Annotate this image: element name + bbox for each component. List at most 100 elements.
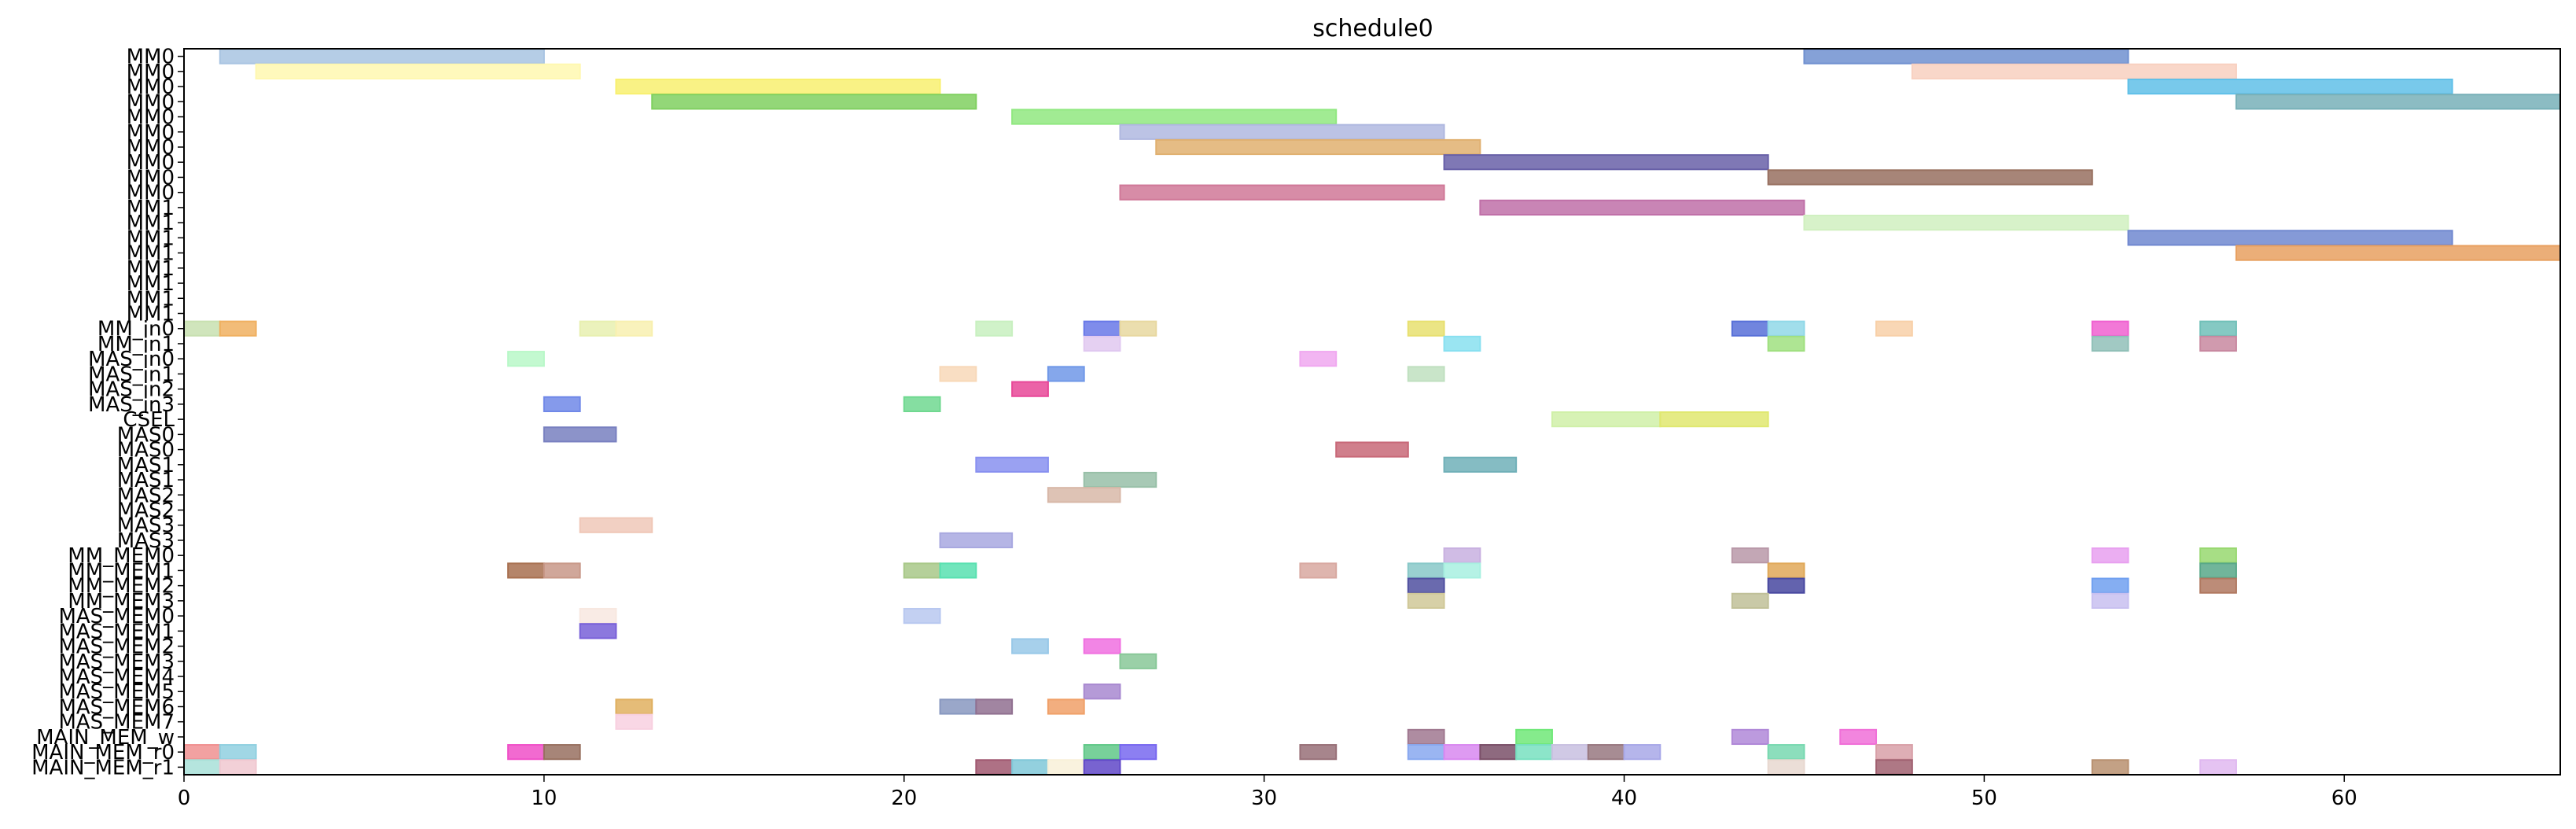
task-bar-MM_in0-44-45	[1767, 320, 1805, 337]
task-bar-MAIN_MEM_w-46-47	[1839, 728, 1878, 746]
task-bar-MAIN_MEM_r1-22-23	[975, 759, 1014, 776]
y-tick-label: MAS_MEM2	[58, 636, 175, 659]
y-tick-label: MAS_in1	[88, 363, 175, 386]
task-bar-MAS_in3-20-21	[903, 396, 941, 413]
task-bar-MAIN_MEM_w-37-38	[1515, 728, 1553, 746]
task-bar-MM_in0-34-35	[1407, 320, 1445, 337]
y-tick-label: MM0	[127, 76, 175, 99]
task-bar-MM_in0-11-12	[579, 320, 617, 337]
task-bar-MAS_in1-21-22	[939, 366, 977, 382]
task-bar-MM_in0-47-48	[1875, 320, 1913, 337]
task-bar-MM1-45-54	[1803, 215, 2129, 231]
y-tick-label: MM1	[127, 303, 175, 326]
y-tick-label: MAIN_MEM_w	[36, 726, 175, 750]
y-tick-label: MAS0	[117, 439, 175, 462]
task-bar-MM_in1-56-57	[2199, 335, 2237, 352]
y-tick-label: MAS1	[117, 454, 175, 477]
task-bar-MM_in1-44-45	[1767, 335, 1805, 352]
task-bar-MAS_MEM5-25-26	[1083, 683, 1121, 700]
task-bar-MM_MEM1-21-22	[939, 562, 977, 579]
task-bar-MAS_MEM0-11-12	[579, 607, 617, 625]
task-bars	[183, 48, 2562, 776]
task-bar-MM_MEM3-34-35	[1407, 592, 1445, 609]
task-bar-MAS0-10-12	[543, 426, 617, 443]
task-bar-MAIN_MEM_r0-35-36	[1443, 744, 1481, 761]
task-bar-MAS_MEM2-25-26	[1083, 638, 1121, 654]
task-bar-MAIN_MEM_r1-25-26	[1083, 759, 1121, 776]
task-bar-MAIN_MEM_r0-44-45	[1767, 744, 1805, 761]
task-bar-MM_MEM1-35-36	[1443, 562, 1481, 579]
task-bar-MAIN_MEM_r1-56-57	[2199, 759, 2237, 776]
task-bar-MAS_in0-9-10	[507, 351, 545, 367]
task-bar-MM0-26-35	[1119, 184, 1445, 201]
x-tick-label: 50	[1971, 787, 1997, 810]
y-tick-label: MM_in0	[98, 318, 175, 341]
task-bar-MM0-2-11	[255, 63, 581, 79]
y-tick-label: MAS_MEM0	[58, 605, 175, 628]
task-bar-MM0-23-32	[1011, 109, 1338, 125]
task-bar-MM0-27-36	[1155, 138, 1481, 156]
y-tick-label: MM0	[127, 61, 175, 84]
task-bar-MAIN_MEM_r1-23-24	[1011, 759, 1049, 776]
task-bar-MM0-35-44	[1443, 154, 1769, 171]
task-bar-MAS_MEM6-21-22	[939, 698, 977, 715]
task-bar-MAS2-24-26	[1047, 487, 1121, 503]
task-bar-MAS3-21-23	[939, 532, 1014, 549]
task-bar-MAIN_MEM_r1-47-48	[1875, 759, 1913, 776]
y-tick-label: MAS1	[117, 469, 175, 492]
task-bar-MAIN_MEM_r0-37-38	[1515, 744, 1553, 761]
y-tick-label: MM1	[127, 197, 175, 220]
y-tick-label: MAS_in0	[88, 348, 175, 371]
y-tick-label: MM1	[127, 212, 175, 235]
task-bar-MM_in0-25-26	[1083, 320, 1121, 337]
task-bar-MAS0-32-34	[1335, 441, 1409, 458]
task-bar-MAIN_MEM_r0-34-35	[1407, 744, 1445, 761]
y-tick-label: MAS_in2	[88, 378, 175, 402]
task-bar-MM0-1-10	[219, 48, 545, 64]
task-bar-MAIN_MEM_r0-0-1	[183, 744, 221, 761]
task-bar-MAIN_MEM_r0-31-32	[1299, 744, 1338, 761]
task-bar-MAIN_MEM_r0-40-41	[1623, 744, 1662, 761]
task-bar-MAS_in1-24-25	[1047, 366, 1085, 382]
task-bar-MM_MEM2-53-54	[2091, 577, 2129, 594]
task-bar-MAIN_MEM_w-43-44	[1731, 728, 1769, 746]
task-bar-MM_in0-26-27	[1119, 320, 1157, 337]
task-bar-MAS_MEM6-24-25	[1047, 698, 1085, 715]
y-tick-label: MM_MEM0	[68, 544, 175, 568]
task-bar-MAIN_MEM_r0-9-10	[507, 744, 545, 761]
y-tick-label: MM0	[127, 121, 175, 145]
y-tick-label: CSEL	[123, 408, 175, 432]
task-bar-MAIN_MEM_r1-0-1	[183, 759, 221, 776]
y-tick-label: MAS_MEM5	[58, 680, 175, 704]
x-tick-label: 10	[531, 787, 557, 810]
task-bar-MAS_in1-34-35	[1407, 366, 1445, 382]
y-tick-label: MAS0	[117, 423, 175, 447]
task-bar-MM_in0-43-44	[1731, 320, 1769, 337]
y-tick-label: MM0	[127, 106, 175, 130]
task-bar-MM_in0-0-1	[183, 320, 221, 337]
chart-title: schedule0	[1312, 15, 1433, 42]
task-bar-MM_MEM0-56-57	[2199, 547, 2237, 564]
task-bar-MM_MEM1-9-10	[507, 562, 545, 579]
y-tick-label: MM1	[127, 287, 175, 311]
task-bar-MAS1-22-24	[975, 456, 1049, 473]
x-tick-label: 0	[178, 787, 191, 810]
task-bar-MAS_MEM6-12-13	[615, 698, 653, 715]
task-bar-MAIN_MEM_r0-25-26	[1083, 744, 1121, 761]
task-bar-MAIN_MEM_r0-39-40	[1587, 744, 1625, 761]
task-bar-MM_MEM0-53-54	[2091, 547, 2129, 564]
task-bar-MM_MEM3-43-44	[1731, 592, 1769, 609]
y-tick-label: MM0	[127, 136, 175, 160]
y-tick-label: MAS_MEM6	[58, 695, 175, 719]
task-bar-MM1-57-66	[2235, 245, 2562, 261]
task-bar-MM_MEM1-44-45	[1767, 562, 1805, 579]
task-bar-MAIN_MEM_r0-47-48	[1875, 744, 1913, 761]
y-tick-label: MAIN_MEM_r0	[31, 741, 175, 765]
y-tick-label: MM1	[127, 242, 175, 266]
task-bar-MM_MEM2-44-45	[1767, 577, 1805, 594]
y-tick-label: MM1	[127, 227, 175, 250]
task-bar-MAS_MEM0-20-21	[903, 607, 941, 625]
task-bar-MAS_MEM3-26-27	[1119, 653, 1157, 669]
